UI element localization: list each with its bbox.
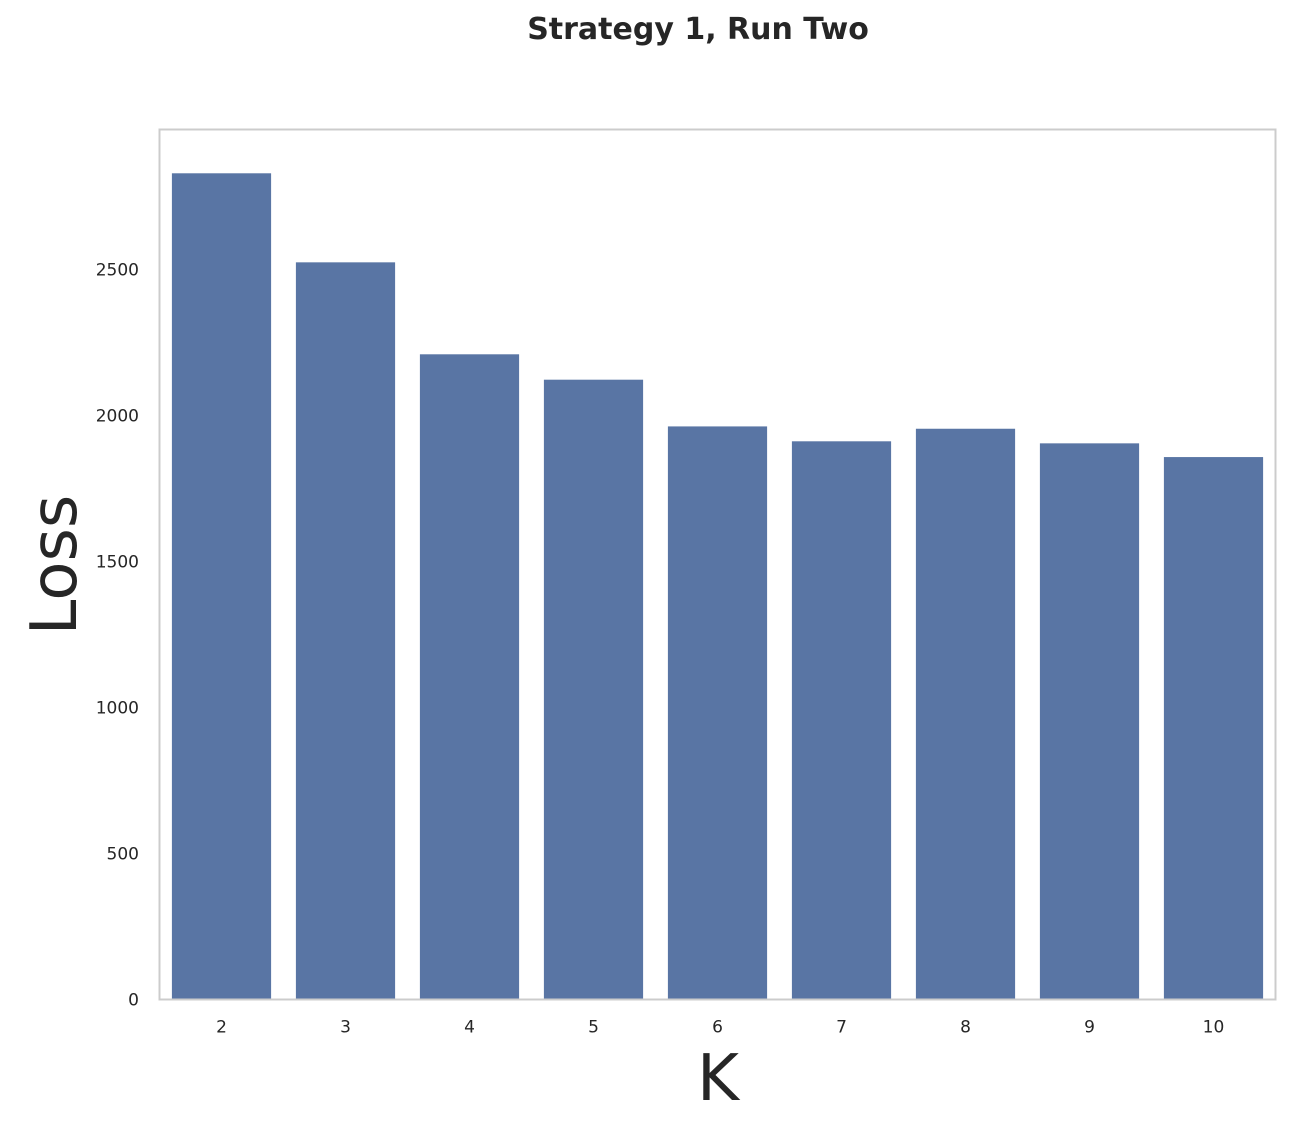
bar-k-3 <box>295 262 396 1000</box>
y-axis-label: Loss <box>18 495 92 635</box>
bar-k-2 <box>171 173 272 1000</box>
y-tick-label: 1500 <box>96 553 139 573</box>
y-tick-label: 2000 <box>96 407 139 427</box>
y-tick-labels: 0 500 1000 1500 2000 2500 <box>96 261 139 1011</box>
x-tick-label: 10 <box>1203 1018 1225 1038</box>
x-tick-label: 4 <box>464 1018 475 1038</box>
chart-title: Strategy 1, Run Two <box>527 12 869 47</box>
y-tick-label: 2500 <box>96 261 139 281</box>
x-axis-label: K <box>697 1042 741 1116</box>
y-tick-label: 500 <box>107 845 139 865</box>
bars-group <box>171 173 1264 1000</box>
plot-frame <box>158 128 1277 1001</box>
bar-k-8 <box>915 428 1016 1000</box>
x-tick-label: 5 <box>588 1018 599 1038</box>
bar-k-6 <box>667 426 768 1000</box>
x-tick-label: 7 <box>836 1018 847 1038</box>
bar-k-10 <box>1163 457 1264 1000</box>
x-tick-labels: 2 3 4 5 6 7 8 9 10 <box>216 1018 1224 1038</box>
bar-k-9 <box>1039 443 1140 1000</box>
bar-k-7 <box>791 441 892 1000</box>
bar-k-4 <box>419 354 520 1000</box>
x-tick-label: 6 <box>712 1018 723 1038</box>
x-tick-label: 3 <box>340 1018 351 1038</box>
x-tick-label: 9 <box>1084 1018 1095 1038</box>
bar-k-5 <box>543 379 644 1000</box>
x-tick-label: 2 <box>216 1018 227 1038</box>
y-tick-label: 0 <box>128 991 139 1011</box>
x-tick-label: 8 <box>960 1018 971 1038</box>
y-tick-label: 1000 <box>96 699 139 719</box>
